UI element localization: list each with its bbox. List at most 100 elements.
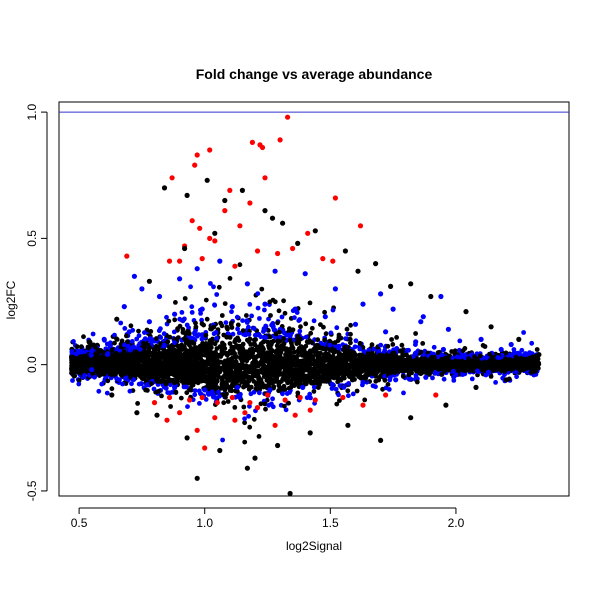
data-point: [259, 286, 265, 292]
data-point: [71, 339, 76, 344]
data-point: [280, 385, 285, 391]
data-point: [104, 390, 110, 396]
data-point: [189, 383, 195, 389]
data-point: [247, 302, 253, 307]
data-point: [197, 370, 203, 375]
data-point: [188, 335, 194, 341]
data-point: [379, 355, 385, 361]
data-point: [170, 363, 176, 369]
data-point: [432, 370, 438, 375]
data-point: [488, 374, 494, 379]
data-point: [255, 363, 261, 369]
data-point: [490, 367, 496, 373]
data-point: [160, 351, 166, 357]
data-point: [124, 333, 129, 339]
data-point: [281, 336, 286, 341]
data-point: [171, 329, 177, 335]
y-axis-label: log2FC: [4, 280, 18, 319]
data-point: [405, 360, 411, 365]
data-point: [517, 368, 523, 373]
data-point: [268, 313, 273, 318]
data-point: [121, 370, 126, 375]
data-point: [255, 305, 261, 311]
data-point: [125, 339, 130, 345]
data-point: [179, 310, 185, 315]
data-point: [207, 385, 212, 391]
data-point: [297, 328, 303, 334]
data-point: [474, 368, 480, 374]
data-point: [235, 322, 241, 328]
data-point: [348, 322, 353, 328]
data-point: [337, 398, 342, 403]
data-point: [456, 347, 462, 353]
data-point: [195, 376, 200, 382]
data-point: [148, 337, 154, 343]
data-point: [139, 357, 145, 363]
data-point: [400, 374, 406, 379]
data-point: [192, 392, 198, 398]
data-point: [232, 405, 238, 410]
data-point: [466, 356, 472, 361]
data-point: [112, 340, 117, 346]
data-point: [305, 367, 311, 373]
data-point: [487, 358, 493, 364]
data-point: [262, 307, 267, 313]
data-point: [240, 318, 246, 323]
data-point: [158, 335, 164, 340]
data-point: [81, 334, 86, 340]
data-point: [178, 395, 184, 401]
data-point: [123, 365, 129, 371]
data-point: [229, 325, 235, 330]
data-point: [286, 352, 292, 358]
data-point: [425, 359, 431, 365]
data-point: [431, 344, 437, 350]
data-point: [357, 353, 362, 359]
data-point: [199, 317, 205, 323]
data-point: [213, 352, 219, 357]
data-point: [141, 371, 147, 377]
data-point: [197, 401, 202, 406]
data-point: [122, 376, 128, 381]
data-point: [350, 391, 356, 397]
data-point: [373, 378, 379, 384]
chart-title: Fold change vs average abundance: [196, 66, 433, 82]
data-point: [146, 348, 152, 353]
data-point: [208, 281, 213, 286]
data-point: [346, 352, 352, 358]
data-point: [246, 413, 252, 419]
data-point: [296, 318, 302, 323]
data-point: [317, 352, 323, 357]
data-point: [224, 334, 230, 340]
data-point: [333, 386, 339, 392]
data-point: [161, 370, 167, 375]
data-point: [214, 292, 220, 297]
data-point: [182, 296, 188, 301]
data-point: [172, 317, 178, 323]
data-point: [420, 341, 426, 346]
data-point: [385, 382, 391, 387]
data-point: [401, 390, 406, 396]
data-point: [249, 313, 255, 319]
data-point: [179, 356, 185, 362]
data-point: [232, 351, 238, 356]
data-point: [257, 376, 263, 382]
data-point: [183, 331, 188, 337]
data-point: [246, 349, 252, 355]
data-point: [166, 318, 172, 324]
data-point: [336, 392, 341, 398]
data-point: [264, 377, 270, 383]
data-point: [313, 380, 319, 386]
data-point: [171, 354, 177, 359]
data-point: [122, 353, 128, 359]
data-point: [296, 340, 302, 346]
data-point: [70, 378, 75, 383]
data-point: [246, 332, 252, 337]
data-point: [409, 367, 415, 372]
data-point: [451, 368, 456, 374]
data-point: [317, 345, 323, 351]
data-point: [232, 339, 238, 345]
data-point: [292, 315, 297, 320]
data-point: [266, 343, 271, 348]
data-point: [215, 385, 220, 390]
data-point: [255, 291, 261, 296]
